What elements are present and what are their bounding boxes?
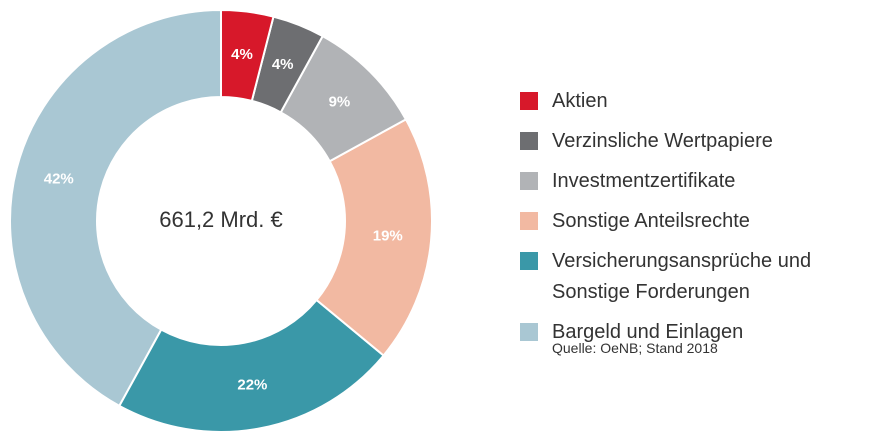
legend-swatch <box>520 92 538 110</box>
legend-item: Investmentzertifikate <box>520 166 870 197</box>
slice <box>220 8 275 103</box>
center-label: 661,2 Mrd. € <box>159 207 283 232</box>
value-label: 42% <box>44 170 74 187</box>
slice <box>279 34 408 163</box>
legend-swatch <box>520 212 538 230</box>
legend-label: Bargeld und Einlagen <box>552 321 744 343</box>
chart: 661,2 Mrd. € 4% 4% 9% 19% 22% 42% <box>9 8 433 432</box>
slice <box>250 15 325 114</box>
legend-label: Sonstige Anteilsrechte <box>552 210 750 232</box>
legend-swatch <box>520 323 538 341</box>
legend-item: Versicherungsansprüche und Sonstige Ford… <box>520 246 870 308</box>
legend-label: Investmentzertifikate <box>552 170 736 192</box>
slice <box>315 117 433 357</box>
value-label: 4% <box>272 56 294 73</box>
legend-item: Bargeld und Einlagen <box>520 317 870 348</box>
legend-item: Sonstige Anteilsrechte <box>520 206 870 237</box>
legend-label: Versicherungsansprüche und Sonstige Ford… <box>552 250 812 303</box>
value-label: 4% <box>231 46 253 63</box>
legend-item: Verzinsliche Wertpapiere <box>520 126 870 157</box>
value-label: 9% <box>329 94 351 111</box>
value-label: 22% <box>237 377 267 394</box>
value-label: 19% <box>373 228 403 245</box>
legend-label: Verzinsliche Wertpapiere <box>552 130 773 152</box>
source: Quelle: OeNB; Stand 2018 <box>552 340 718 356</box>
legend: Aktien Verzinsliche Wertpapiere Investment… <box>520 86 870 348</box>
legend-swatch <box>520 132 538 150</box>
legend-swatch <box>520 252 538 270</box>
legend-item: Aktien <box>520 86 870 117</box>
slice <box>117 298 385 432</box>
slice <box>9 8 222 408</box>
legend-label: Aktien <box>552 90 608 112</box>
legend-swatch <box>520 172 538 190</box>
